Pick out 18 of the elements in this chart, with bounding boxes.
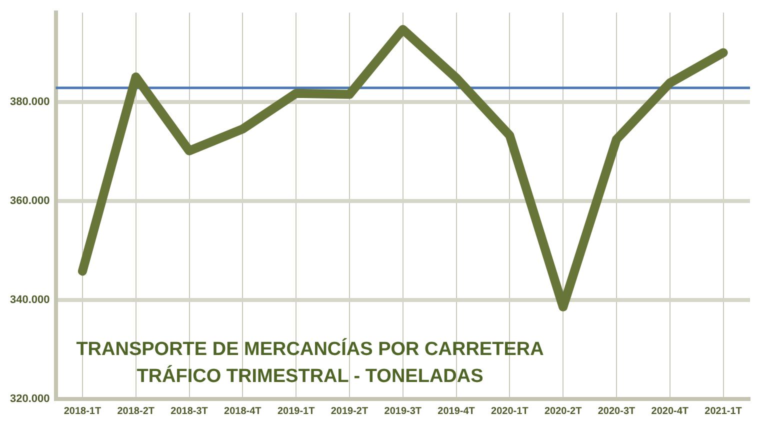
- x-tick-label: 2018-2T: [117, 406, 154, 417]
- x-tick-label: 2018-1T: [64, 406, 102, 417]
- text: TRANSPORTE DE MERCANCÍAS POR CARRETERA TRÁFICO TRIMESTRAL - TONELADAS: [76, 338, 544, 387]
- x-tick-label: 2020-4T: [651, 406, 689, 417]
- x-tick-label: 2019-2T: [330, 406, 368, 417]
- y-tick-label: 380.000: [10, 96, 50, 108]
- x-tick-label: 2019-4T: [438, 406, 475, 417]
- x-tick-label: 2020-2T: [544, 406, 582, 417]
- x-tick-label: 2019-3T: [384, 406, 422, 417]
- y-tick-label: 360.000: [10, 194, 50, 207]
- x-tick-label: 2018-3T: [170, 406, 208, 417]
- y-tick-label: 320.000: [10, 393, 50, 406]
- x-tick-label: 2020-3T: [598, 406, 636, 417]
- x-tick-label: 2019-1T: [277, 406, 315, 417]
- x-tick-label: 2020-1T: [491, 406, 528, 417]
- x-tick-label: 2021-1T: [704, 406, 742, 417]
- y-tick-label: 340.000: [10, 294, 50, 306]
- x-tick-label: 2018-4T: [224, 406, 262, 417]
